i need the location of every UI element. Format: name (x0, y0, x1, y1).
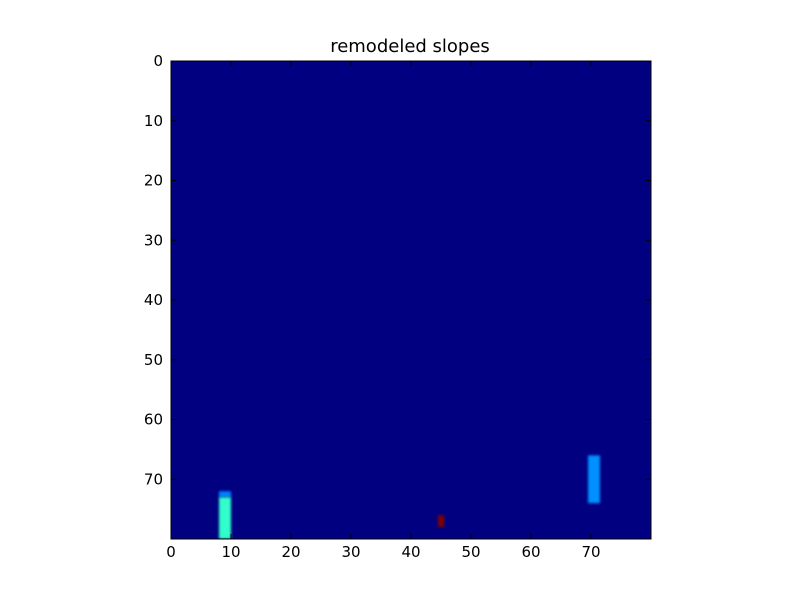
y-tick-label: 40 (144, 291, 163, 309)
y-tick-label: 20 (144, 172, 163, 190)
x-tick-label: 20 (281, 543, 300, 561)
heatmap-background (171, 61, 651, 539)
x-tick-label: 70 (581, 543, 600, 561)
chart-title: remodeled slopes (330, 36, 490, 57)
x-tick-label: 10 (221, 543, 240, 561)
x-tick-label: 40 (401, 543, 420, 561)
heatmap-cell-0 (219, 491, 231, 498)
heatmap-cell-1 (219, 497, 231, 539)
y-tick-label: 0 (153, 52, 163, 70)
y-tick-label: 30 (144, 231, 163, 249)
heatmap-cell-2 (588, 455, 600, 504)
y-tick-label: 70 (144, 470, 163, 488)
y-tick-label: 60 (144, 411, 163, 429)
x-tick-label: 50 (461, 543, 480, 561)
x-tick-label: 60 (521, 543, 540, 561)
y-tick-label: 50 (144, 351, 163, 369)
x-axis: 0 10 20 30 40 50 60 70 (166, 61, 601, 561)
x-tick-label: 30 (341, 543, 360, 561)
y-tick-label: 10 (144, 112, 163, 130)
heatmap-cell-3 (438, 515, 444, 528)
y-axis: 0 10 20 30 40 50 60 70 (144, 52, 651, 488)
x-tick-label: 0 (166, 543, 176, 561)
plot-area (170, 60, 652, 540)
